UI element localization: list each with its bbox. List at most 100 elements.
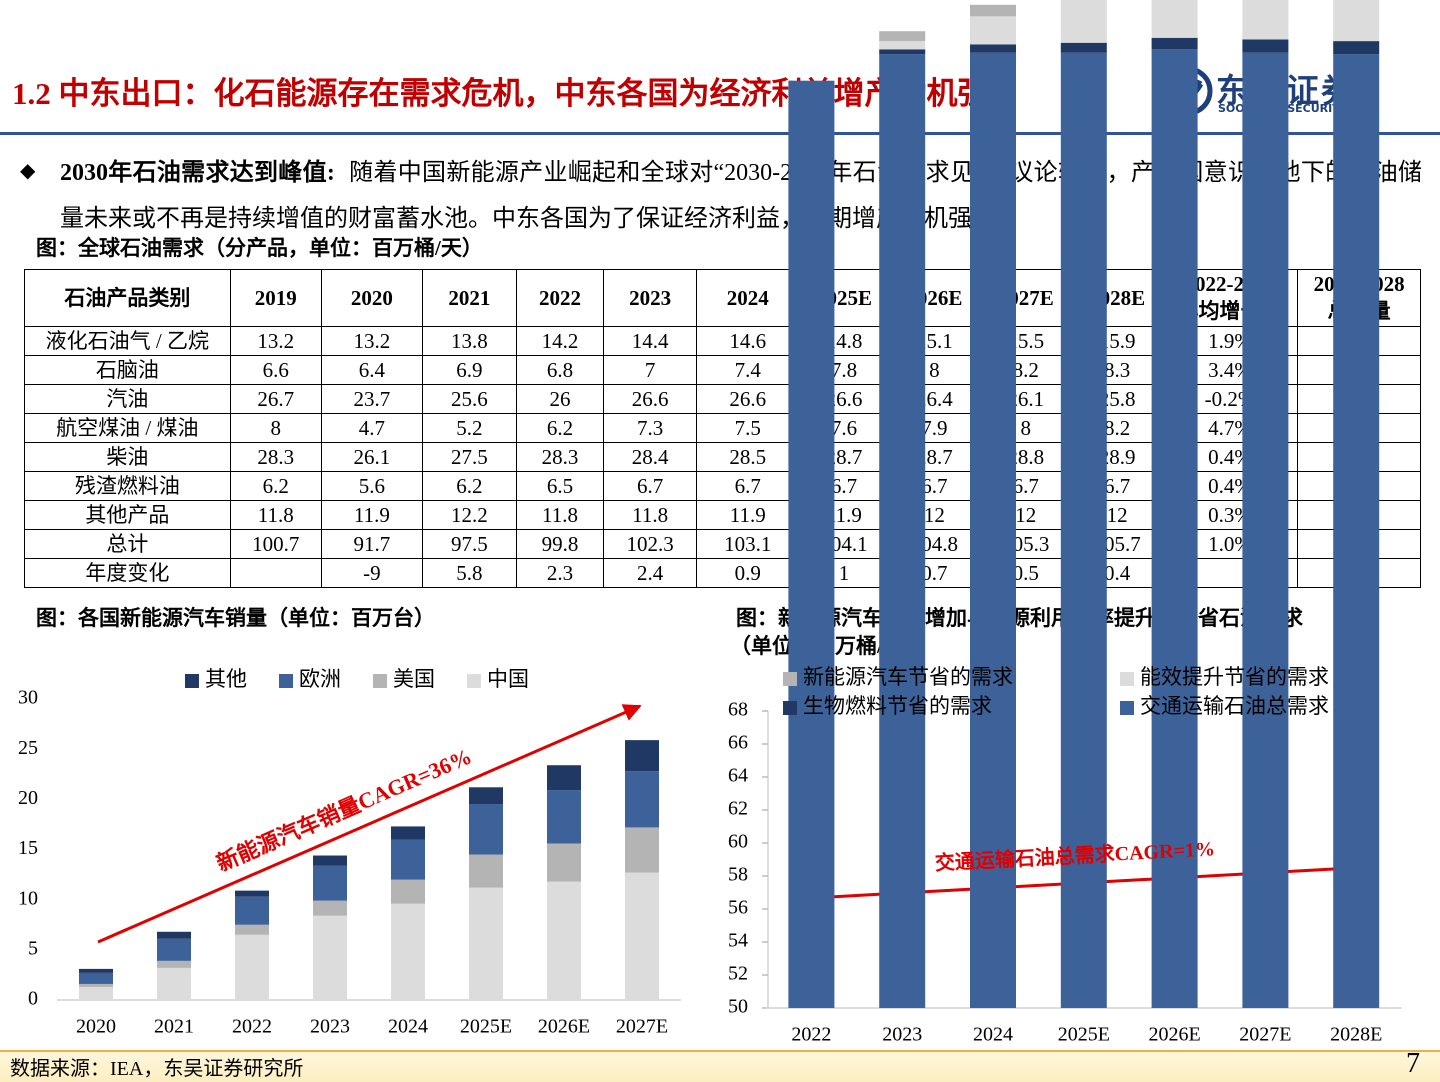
bar-segment [235,934,269,1000]
bar-segment [1333,0,1380,42]
legend-swatch [1120,701,1134,715]
y-tick-label: 68 [728,699,748,721]
x-tick-label: 2027E [616,1016,668,1038]
cell: 其他产品 [24,500,231,530]
bar-segment [547,765,581,791]
bar-segment [547,790,581,844]
legend-label: 生物燃料节省的需求 [803,694,992,718]
bar-segment [1242,39,1289,53]
header-cell: 2024 [696,269,800,327]
cell: 液化石油气 / 乙烷 [24,326,231,356]
bar-segment [157,960,191,968]
legend-label: 其他 [205,667,247,691]
y-tick-label: 64 [728,765,748,787]
bar-segment [391,903,425,1000]
x-tick-label: 2028E [1330,1024,1382,1046]
bar-segment [469,787,503,805]
bullet-icon: ◆ [20,160,36,182]
bar-segment [1242,52,1289,1008]
cell: 0.9 [696,558,800,588]
cell: 2.3 [515,558,605,588]
bar-segment [79,986,113,1000]
cell: 12.2 [421,500,517,530]
bar-segment [313,915,347,1000]
cell: 6.5 [515,471,605,501]
legend-swatch [185,674,199,688]
legend-swatch [279,674,293,688]
y-tick-label: 10 [18,887,38,909]
legend-label: 交通运输石油总需求 [1140,694,1329,718]
bar-segment [879,41,926,50]
x-tick-label: 2027E [1239,1024,1291,1046]
cell: 13.2 [229,326,322,356]
legend-label: 美国 [393,667,435,691]
y-tick-label: 5 [28,937,38,959]
x-tick-label: 2025E [1058,1024,1110,1046]
header-cell: 石油产品类别 [24,269,231,327]
cell: 28.3 [229,442,322,472]
cell: 5.2 [421,413,517,443]
cell [229,558,322,588]
bar-segment [79,972,113,984]
bar-segment [1242,0,1289,40]
cell: 13.8 [421,326,517,356]
header-cell: 2022 [515,269,605,327]
y-tick-label: 56 [728,897,748,919]
y-tick-label: 62 [728,798,748,820]
cell: 14.2 [515,326,605,356]
bar-segment [1151,37,1198,50]
cell: 6.6 [229,355,322,385]
x-tick-label: 2020 [76,1016,116,1038]
cell: 28.4 [603,442,698,472]
cell: 100.7 [229,529,322,559]
legend-label: 中国 [487,667,529,691]
bar-segment [391,879,425,904]
cell: 14.4 [603,326,698,356]
header-cell: 2020 [320,269,423,327]
bar-segment [970,44,1016,53]
bar-segment [1060,52,1107,1008]
trend-arrow [97,704,642,944]
bar-segment [391,839,425,880]
bar-segment [547,843,581,882]
y-tick-label: 52 [728,963,748,985]
cell: 28.3 [515,442,605,472]
bar-segment [391,826,425,840]
cell: 石脑油 [24,355,231,385]
cell: 年度变化 [24,558,231,588]
bar-segment [1060,42,1107,53]
y-tick-label: 15 [18,837,38,859]
bar-segment [469,887,503,1000]
cell: 28.5 [696,442,800,472]
x-tick-label: 2022 [791,1024,831,1046]
bar-segment [1060,0,1107,43]
x-tick-label: 2022 [232,1016,272,1038]
bar-segment [970,16,1016,45]
cell: 总计 [24,529,231,559]
cell: 7.4 [696,355,800,385]
y-tick-label: 30 [18,687,38,709]
y-tick-label: 54 [728,930,748,952]
bar-segment [970,52,1016,1008]
legend-swatch [1120,672,1134,686]
x-tick-label: 2026E [1148,1024,1200,1046]
bar-segment [469,854,503,888]
y-tick-label: 50 [728,996,748,1018]
legend-label: 欧洲 [299,667,341,691]
x-tick-label: 2024 [388,1016,428,1038]
bar-segment [79,968,113,973]
cell: 航空煤油 / 煤油 [24,413,231,443]
bar-segment [469,804,503,855]
bar-segment [625,740,659,772]
cell: 5.6 [320,471,423,501]
cell: 11.9 [696,500,800,530]
cell: 6.2 [229,471,322,501]
cell: 91.7 [320,529,423,559]
bar-segment [1333,54,1380,1009]
y-tick-label: 20 [18,787,38,809]
cell: 27.5 [421,442,517,472]
bar-segment [879,54,926,1009]
y-tick-label: 60 [728,831,748,853]
x-tick-label: 2023 [310,1016,350,1038]
